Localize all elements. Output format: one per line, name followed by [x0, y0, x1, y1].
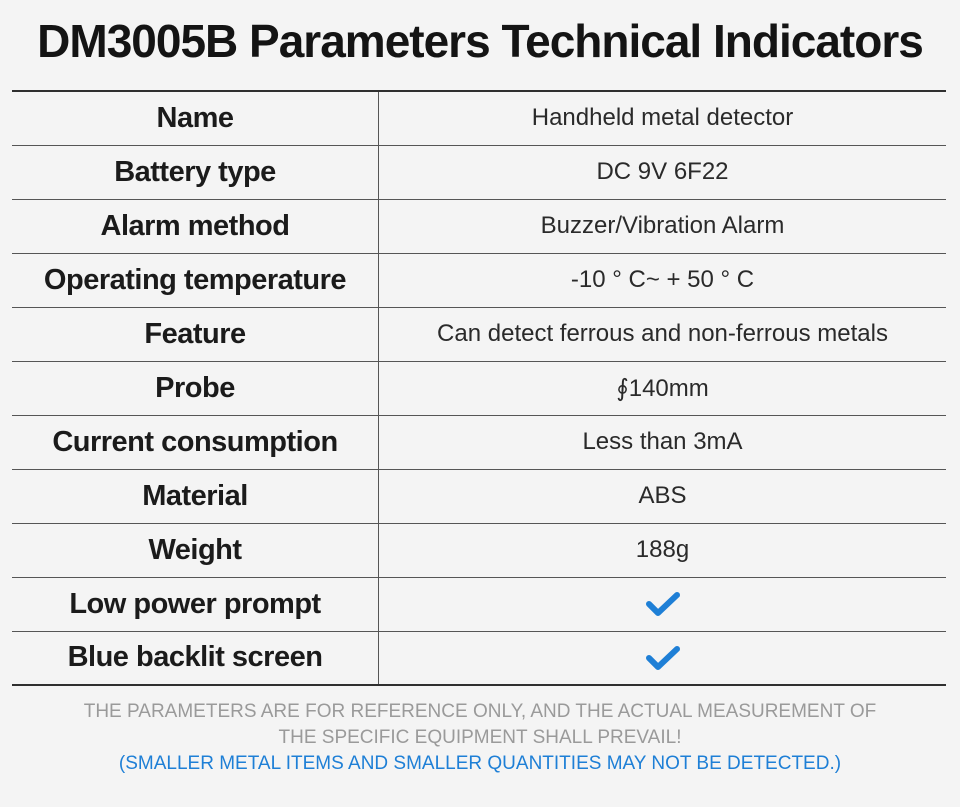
row-label: Weight — [12, 523, 379, 578]
table-row: Blue backlit screen — [12, 631, 946, 685]
row-value: Buzzer/Vibration Alarm — [378, 199, 946, 254]
detection-note: (SMALLER METAL ITEMS AND SMALLER QUANTIT… — [118, 753, 842, 774]
table-row: Material ABS — [12, 469, 946, 524]
row-value: DC 9V 6F22 — [378, 145, 946, 200]
row-value: 188g — [378, 523, 946, 578]
table-row: Current consumption Less than 3mA — [12, 415, 946, 470]
row-label: Battery type — [12, 145, 379, 200]
row-label: Current consumption — [12, 415, 379, 470]
table-row: Probe ∮140mm — [12, 361, 946, 416]
row-label: Material — [12, 469, 379, 524]
row-value: -10 ° C~ + 50 ° C — [378, 253, 946, 308]
row-label: Name — [12, 91, 379, 146]
row-label: Operating temperature — [12, 253, 379, 308]
row-label: Alarm method — [12, 199, 379, 254]
disclaimer-line-1: THE PARAMETERS ARE FOR REFERENCE ONLY, A… — [83, 701, 877, 722]
row-value: ∮140mm — [378, 361, 946, 416]
row-value: Can detect ferrous and non-ferrous metal… — [378, 307, 946, 362]
row-value: Handheld metal detector — [378, 91, 946, 146]
table-row: Battery type DC 9V 6F22 — [12, 145, 946, 200]
row-label: Probe — [12, 361, 379, 416]
table-row: Name Handheld metal detector — [12, 91, 946, 146]
row-value — [379, 631, 947, 685]
row-label: Blue backlit screen — [12, 631, 379, 685]
page-title: DM3005B Parameters Technical Indicators — [37, 15, 924, 67]
table-row: Operating temperature -10 ° C~ + 50 ° C — [12, 253, 946, 308]
checkmark-icon — [645, 592, 680, 617]
row-value — [378, 577, 946, 632]
row-label: Feature — [12, 307, 379, 362]
row-label: Low power prompt — [12, 577, 379, 632]
table-row: Alarm method Buzzer/Vibration Alarm — [12, 199, 946, 254]
spec-table: Name Handheld metal detector Battery typ… — [12, 90, 946, 686]
table-row: Low power prompt — [12, 577, 946, 632]
row-value: ABS — [378, 469, 946, 524]
table-row: Feature Can detect ferrous and non-ferro… — [12, 307, 946, 362]
row-value: Less than 3mA — [378, 415, 946, 470]
disclaimer-line-2: THE SPECIFIC EQUIPMENT SHALL PREVAIL! — [278, 727, 682, 748]
checkmark-icon — [645, 646, 680, 671]
table-row: Weight 188g — [12, 523, 946, 578]
